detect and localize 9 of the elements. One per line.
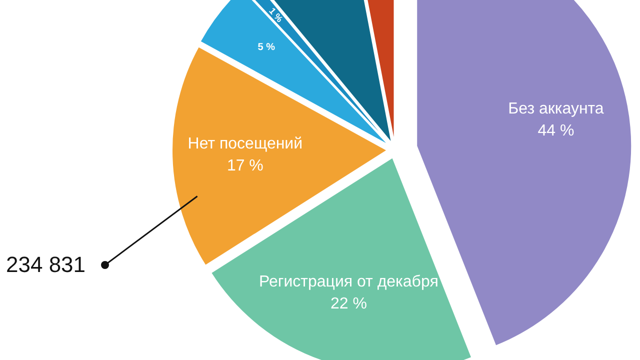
data-label: 22 %: [330, 296, 367, 313]
data-label: 44 %: [538, 122, 574, 140]
data-label: 1 %: [267, 6, 285, 24]
data-label: 17 %: [226, 158, 264, 175]
slice-label: Нет посещений: [188, 136, 303, 153]
data-label: 5 %: [258, 42, 276, 54]
slice-label: Без аккаунта: [508, 100, 604, 118]
text: 234 831: [6, 252, 86, 277]
slice-label: Регистрация от декабря: [259, 274, 438, 291]
